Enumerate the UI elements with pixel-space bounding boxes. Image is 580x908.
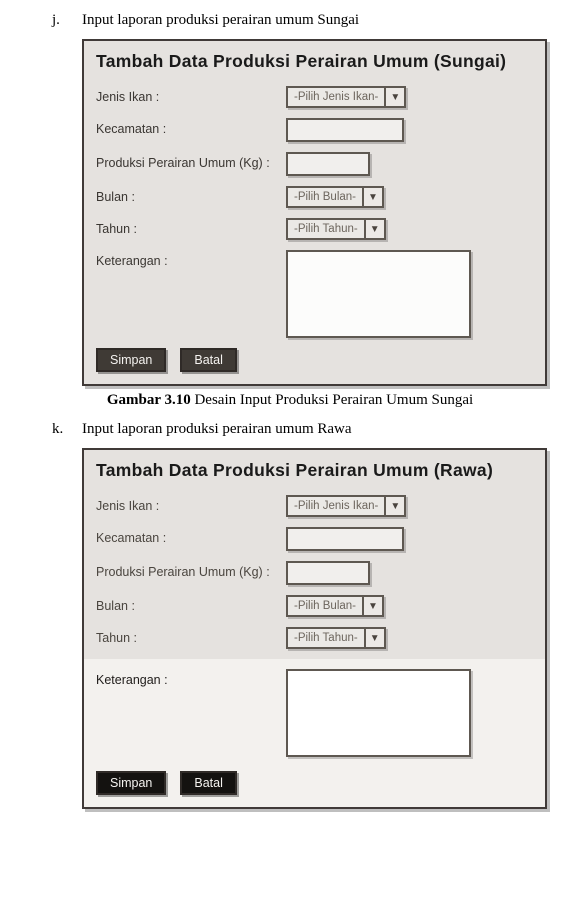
chevron-down-icon[interactable]: ▼ xyxy=(366,218,386,240)
chevron-down-icon[interactable]: ▼ xyxy=(366,627,386,649)
row-bulan: Bulan : -Pilih Bulan- ▼ xyxy=(96,595,533,617)
textarea-keterangan[interactable] xyxy=(286,250,471,338)
label-keterangan: Keterangan : xyxy=(96,250,286,268)
input-kecamatan[interactable] xyxy=(286,118,404,142)
label-produksi: Produksi Perairan Umum (Kg) : xyxy=(96,152,286,170)
caption-1: Gambar 3.10 Desain Input Produksi Perair… xyxy=(24,392,556,409)
select-tahun[interactable]: -Pilih Tahun- ▼ xyxy=(286,627,386,649)
simpan-button[interactable]: Simpan xyxy=(96,348,166,372)
caption-prefix: Gambar 3.10 xyxy=(107,392,195,408)
label-bulan: Bulan : xyxy=(96,595,286,613)
row-tahun: Tahun : -Pilih Tahun- ▼ xyxy=(96,627,533,649)
input-produksi[interactable] xyxy=(286,561,370,585)
batal-button[interactable]: Batal xyxy=(180,348,237,372)
row-keterangan: Keterangan : xyxy=(84,659,545,763)
chevron-down-icon[interactable]: ▼ xyxy=(364,595,384,617)
form-rawa: Tambah Data Produksi Perairan Umum (Rawa… xyxy=(82,448,547,809)
button-row: Simpan Batal xyxy=(84,763,545,807)
row-bulan: Bulan : -Pilih Bulan- ▼ xyxy=(96,186,533,208)
select-tahun[interactable]: -Pilih Tahun- ▼ xyxy=(286,218,386,240)
label-kecamatan: Kecamatan : xyxy=(96,118,286,136)
row-produksi: Produksi Perairan Umum (Kg) : xyxy=(96,561,533,585)
list-item-k: k. Input laporan produksi perairan umum … xyxy=(52,421,556,438)
row-jenis: Jenis Ikan : -Pilih Jenis Ikan- ▼ xyxy=(96,86,533,108)
select-bulan[interactable]: -Pilih Bulan- ▼ xyxy=(286,595,384,617)
select-bulan-value: -Pilih Bulan- xyxy=(286,595,364,617)
label-jenis: Jenis Ikan : xyxy=(96,495,286,513)
select-tahun-value: -Pilih Tahun- xyxy=(286,627,366,649)
form-sungai: Tambah Data Produksi Perairan Umum (Sung… xyxy=(82,39,547,386)
label-kecamatan: Kecamatan : xyxy=(96,527,286,545)
list-marker: k. xyxy=(52,421,66,438)
row-kecamatan: Kecamatan : xyxy=(96,118,533,142)
select-bulan[interactable]: -Pilih Bulan- ▼ xyxy=(286,186,384,208)
chevron-down-icon[interactable]: ▼ xyxy=(386,495,406,517)
label-keterangan: Keterangan : xyxy=(96,669,286,687)
select-jenis[interactable]: -Pilih Jenis Ikan- ▼ xyxy=(286,495,406,517)
label-jenis: Jenis Ikan : xyxy=(96,86,286,104)
input-produksi[interactable] xyxy=(286,152,370,176)
textarea-keterangan[interactable] xyxy=(286,669,471,757)
list-text: Input laporan produksi perairan umum Sun… xyxy=(82,12,359,29)
label-bulan: Bulan : xyxy=(96,186,286,204)
list-marker: j. xyxy=(52,12,66,29)
row-jenis: Jenis Ikan : -Pilih Jenis Ikan- ▼ xyxy=(96,495,533,517)
select-jenis-value: -Pilih Jenis Ikan- xyxy=(286,86,386,108)
select-jenis-value: -Pilih Jenis Ikan- xyxy=(286,495,386,517)
select-jenis[interactable]: -Pilih Jenis Ikan- ▼ xyxy=(286,86,406,108)
form-title: Tambah Data Produksi Perairan Umum (Rawa… xyxy=(96,460,533,481)
input-kecamatan[interactable] xyxy=(286,527,404,551)
form-title: Tambah Data Produksi Perairan Umum (Sung… xyxy=(96,51,533,72)
select-bulan-value: -Pilih Bulan- xyxy=(286,186,364,208)
button-row: Simpan Batal xyxy=(96,348,533,372)
list-item-j: j. Input laporan produksi perairan umum … xyxy=(52,12,556,29)
list-text: Input laporan produksi perairan umum Raw… xyxy=(82,421,352,438)
row-produksi: Produksi Perairan Umum (Kg) : xyxy=(96,152,533,176)
caption-text: Desain Input Produksi Perairan Umum Sung… xyxy=(194,392,473,408)
row-kecamatan: Kecamatan : xyxy=(96,527,533,551)
label-produksi: Produksi Perairan Umum (Kg) : xyxy=(96,561,286,579)
chevron-down-icon[interactable]: ▼ xyxy=(364,186,384,208)
chevron-down-icon[interactable]: ▼ xyxy=(386,86,406,108)
select-tahun-value: -Pilih Tahun- xyxy=(286,218,366,240)
simpan-button[interactable]: Simpan xyxy=(96,771,166,795)
row-keterangan: Keterangan : xyxy=(96,250,533,338)
row-tahun: Tahun : -Pilih Tahun- ▼ xyxy=(96,218,533,240)
label-tahun: Tahun : xyxy=(96,218,286,236)
batal-button[interactable]: Batal xyxy=(180,771,237,795)
label-tahun: Tahun : xyxy=(96,627,286,645)
